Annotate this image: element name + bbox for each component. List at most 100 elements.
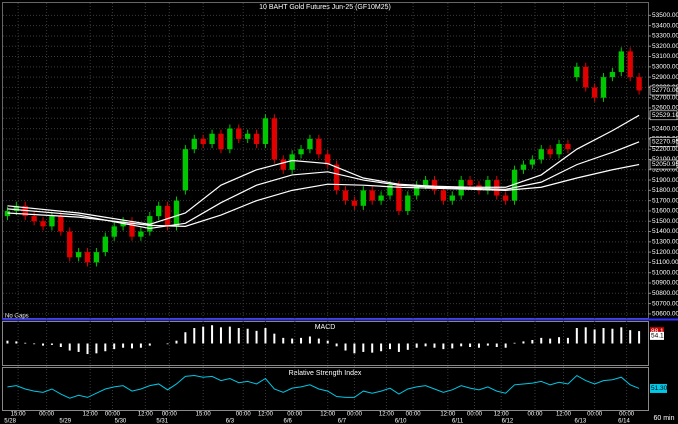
y-tick-label: 50800.00 xyxy=(652,290,678,297)
candle-body xyxy=(218,133,224,150)
x-tick-label: 12:00 xyxy=(258,412,274,418)
y-tick-label: 53200.00 xyxy=(652,43,678,50)
macd-bar xyxy=(620,327,623,344)
x-tick-label: 00:00 xyxy=(528,412,544,418)
macd-bar xyxy=(175,340,178,344)
macd-bar xyxy=(495,343,498,348)
x-tick-label: 12:00 xyxy=(379,412,395,418)
y-tick-label: 50700.00 xyxy=(652,300,678,307)
macd-bar xyxy=(308,336,311,344)
candle-body xyxy=(342,190,349,201)
rsi-title: Relative Strength Index xyxy=(289,370,362,377)
y-tick-label: 52900.00 xyxy=(652,74,678,81)
macd-value-box xyxy=(650,331,664,340)
moving-average xyxy=(7,163,640,227)
candle-body xyxy=(574,66,580,78)
price-label: 52770.00 xyxy=(652,87,678,94)
candle-body xyxy=(618,51,624,72)
macd-bar xyxy=(139,343,142,348)
macd-bar xyxy=(611,328,614,344)
date-label: 5/29 xyxy=(59,419,71,424)
candle-body xyxy=(360,190,366,206)
macd-bar xyxy=(406,343,409,350)
macd-bar xyxy=(122,343,125,348)
y-tick-label: 52100.00 xyxy=(652,156,678,163)
candle-body xyxy=(93,252,100,263)
candle-body xyxy=(84,252,91,263)
candle-body xyxy=(396,185,402,211)
macd-bar xyxy=(184,332,187,344)
x-tick-label: 00:00 xyxy=(287,412,303,418)
macd-bar xyxy=(638,331,641,344)
macd-bar xyxy=(442,343,445,350)
candle-body xyxy=(67,231,73,258)
candle-body xyxy=(31,216,37,222)
candle-body xyxy=(244,133,251,139)
macd-bar xyxy=(531,339,534,344)
macd-bar xyxy=(131,343,133,349)
interval: 60 min xyxy=(653,415,674,422)
candle-body xyxy=(298,149,304,155)
macd-bar xyxy=(558,337,561,344)
candle-body xyxy=(138,231,144,237)
macd-bar xyxy=(353,343,356,354)
candle-body xyxy=(422,180,429,186)
candle-body xyxy=(591,87,598,98)
macd-bar xyxy=(575,328,578,344)
macd-bar xyxy=(584,327,587,344)
candle-body xyxy=(191,138,197,150)
y-tick-label: 52200.00 xyxy=(652,146,678,153)
price-label: 52050.95 xyxy=(652,161,678,168)
macd-bar xyxy=(415,343,418,348)
candle-body xyxy=(333,164,340,191)
x-tick-label: 00:00 xyxy=(467,412,483,418)
macd-bar xyxy=(549,338,552,344)
x-tick-label: 00:00 xyxy=(619,412,635,418)
x-tick-label: 15:00 xyxy=(196,412,212,418)
candle-body xyxy=(156,205,162,217)
candle-body xyxy=(236,128,242,139)
macd-bar xyxy=(486,343,489,346)
macd-bar xyxy=(104,343,107,352)
price-label: 52529.10 xyxy=(652,112,678,119)
macd-bar xyxy=(593,329,596,344)
y-tick-label: 50600.00 xyxy=(652,311,678,318)
x-tick-label: 00:00 xyxy=(236,412,252,418)
candle-body xyxy=(431,180,438,191)
candle-body xyxy=(289,154,295,170)
price-label-box xyxy=(649,85,678,96)
candle-body xyxy=(307,138,313,150)
candle-body xyxy=(538,149,544,160)
candle-body xyxy=(511,169,518,201)
candle-body xyxy=(467,180,473,186)
price-label-box xyxy=(649,159,678,170)
date-label: 6/10 xyxy=(395,419,407,424)
x-tick-label: 12:00 xyxy=(320,412,336,418)
macd-bar xyxy=(211,325,214,344)
y-tick-label: 51700.00 xyxy=(652,197,678,204)
candle-body xyxy=(627,51,633,78)
moving-average xyxy=(7,141,640,230)
candle-body xyxy=(173,200,180,227)
y-tick-label: 52400.00 xyxy=(652,125,678,132)
macd-bar xyxy=(282,337,285,344)
date-label: 6/7 xyxy=(338,419,347,424)
macd-bar xyxy=(193,328,196,344)
y-tick-label: 53400.00 xyxy=(652,22,678,29)
macd-bar xyxy=(228,326,231,344)
y-tick-label: 51000.00 xyxy=(652,269,678,276)
macd-bar xyxy=(291,338,294,344)
macd-bar xyxy=(389,343,391,350)
macd-bar xyxy=(477,343,480,348)
price-label: 52270.95 xyxy=(652,139,678,146)
macd-bar xyxy=(24,342,27,344)
note: No Gaps xyxy=(5,314,29,320)
y-tick-label: 51900.00 xyxy=(652,177,678,184)
x-tick-label: 00:00 xyxy=(105,412,121,418)
candle-body xyxy=(129,221,135,237)
candle-body xyxy=(58,216,64,232)
candle-body xyxy=(485,180,491,191)
macd-bar xyxy=(433,343,436,348)
candle-body xyxy=(502,195,509,201)
y-tick-label: 53100.00 xyxy=(652,53,678,60)
